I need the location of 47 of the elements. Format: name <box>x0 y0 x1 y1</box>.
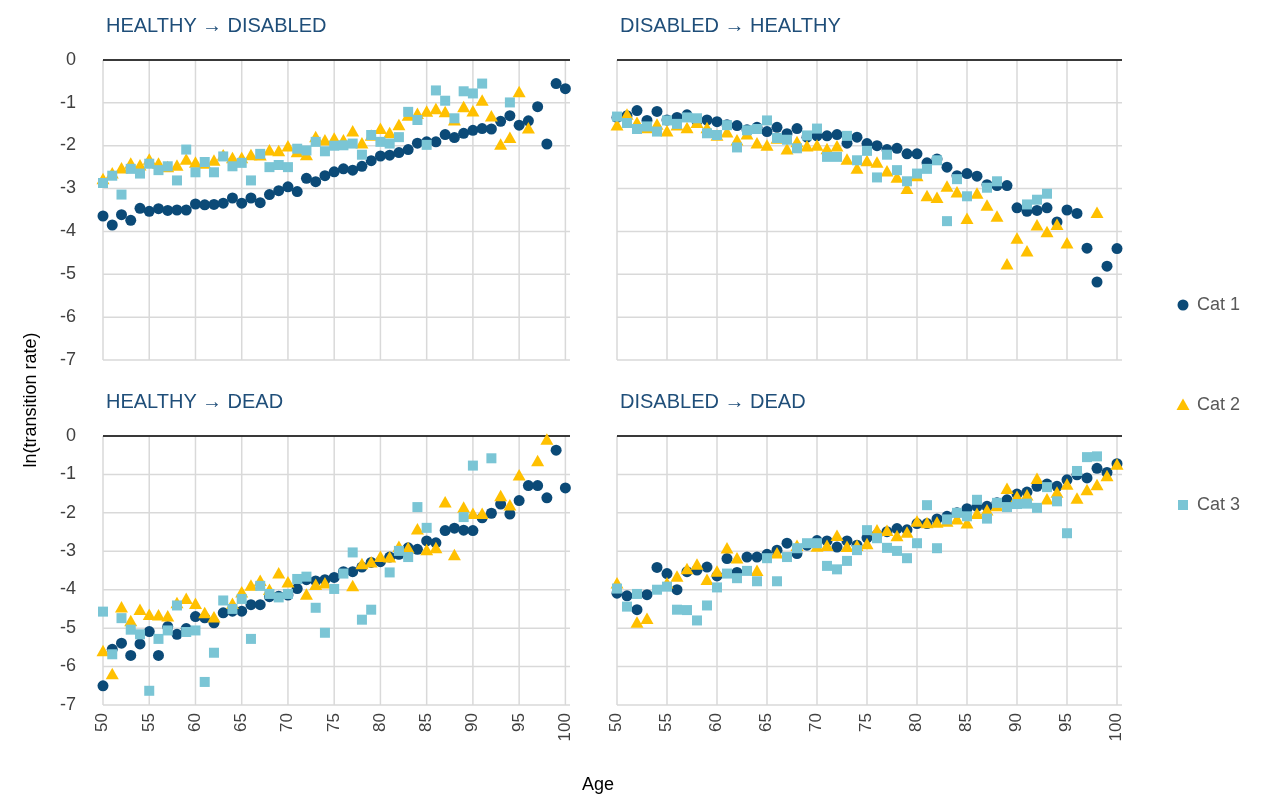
x-tick-label: 100 <box>1106 713 1126 742</box>
chart-title: DISABLED → HEALTHY <box>620 14 841 36</box>
x-tick-label: 70 <box>277 713 297 732</box>
x-tick-label: 100 <box>554 713 574 742</box>
chart-title: HEALTHY → DEAD <box>106 390 284 412</box>
y-tick-label: -1 <box>59 463 76 484</box>
x-tick-label: 80 <box>369 713 389 732</box>
x-tick-label: 95 <box>508 713 528 732</box>
x-tick-label: 80 <box>906 713 926 732</box>
y-tick-label: -5 <box>59 263 76 284</box>
x-tick-label: 90 <box>1006 713 1026 732</box>
x-tick-label: 90 <box>462 713 482 732</box>
x-tick-label: 60 <box>184 713 204 732</box>
y-tick-label: -7 <box>59 348 76 369</box>
legend-label: Cat 3 <box>1197 493 1241 514</box>
chart-title: HEALTHY → DISABLED <box>106 14 327 36</box>
y-axis-title: ln(transition rate) <box>20 332 40 468</box>
x-tick-label: 50 <box>92 713 112 732</box>
x-tick-label: 70 <box>806 713 826 732</box>
chart-title: DISABLED → DEAD <box>620 390 806 412</box>
y-tick-label: -7 <box>59 693 76 714</box>
x-tick-label: 55 <box>656 713 676 732</box>
legend-label: Cat 1 <box>1197 293 1241 314</box>
x-tick-label: 65 <box>756 713 776 732</box>
x-tick-label: 95 <box>1056 713 1076 732</box>
y-tick-label: 0 <box>65 48 76 69</box>
y-tick-label: -2 <box>59 134 76 155</box>
y-tick-label: -6 <box>59 655 76 676</box>
y-tick-label: -3 <box>59 540 76 561</box>
y-tick-label: -4 <box>59 220 76 241</box>
y-tick-label: -4 <box>59 578 76 599</box>
y-tick-label: -5 <box>59 616 76 637</box>
x-tick-label: 75 <box>323 713 343 732</box>
x-tick-label: 85 <box>416 713 436 732</box>
y-tick-label: 0 <box>65 424 76 445</box>
x-tick-label: 60 <box>706 713 726 732</box>
x-tick-label: 55 <box>138 713 158 732</box>
y-tick-label: -6 <box>59 305 76 326</box>
x-tick-label: 85 <box>956 713 976 732</box>
y-tick-label: -3 <box>59 177 76 198</box>
x-tick-label: 75 <box>856 713 876 732</box>
y-tick-label: -1 <box>59 91 76 112</box>
y-tick-label: -2 <box>59 501 76 522</box>
x-tick-label: 65 <box>231 713 251 732</box>
x-tick-label: 50 <box>606 713 626 732</box>
x-axis-title: Age <box>581 774 615 794</box>
legend-label: Cat 2 <box>1197 393 1241 414</box>
